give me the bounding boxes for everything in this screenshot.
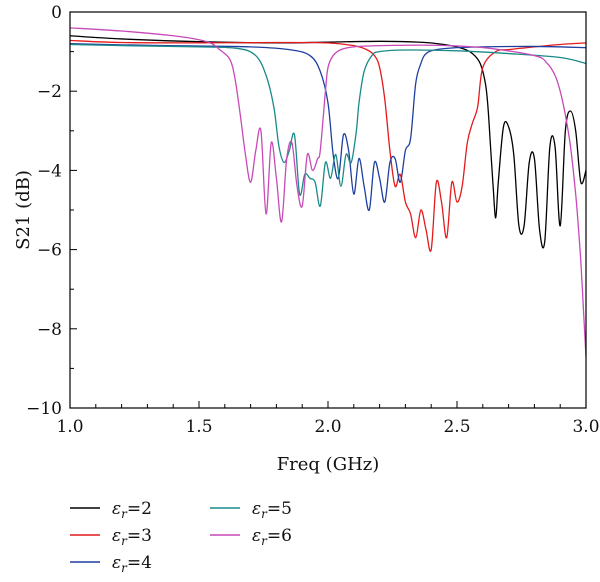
- y-tick-label: −6: [37, 241, 62, 261]
- axis-ticks: 1.0 1.5 2.0 2.5 3.0 0 −2 −4 −6 −8 −10: [26, 3, 599, 437]
- x-tick-label: 3.0: [572, 417, 599, 437]
- series-line-4: [69, 43, 587, 207]
- legend: εr=2 εr=3 εr=4 εr=5 εr=6: [70, 499, 292, 575]
- y-tick-label: 0: [51, 3, 62, 23]
- y-tick-label: −10: [26, 399, 62, 419]
- legend-label: εr=3: [112, 526, 152, 548]
- legend-label: εr=5: [252, 499, 292, 521]
- y-tick-label: −2: [37, 82, 62, 102]
- x-axis-title: Freq (GHz): [277, 454, 380, 475]
- series-line-5: [69, 27, 587, 357]
- x-tick-label: 1.5: [185, 417, 212, 437]
- series-line-1: [69, 35, 587, 249]
- legend-label: εr=4: [112, 553, 152, 575]
- series-lines: [69, 27, 587, 357]
- legend-label: εr=2: [112, 499, 152, 521]
- legend-label: εr=6: [252, 526, 292, 548]
- y-tick-label: −4: [37, 161, 62, 181]
- series-line-2: [69, 39, 587, 252]
- y-axis-title: S21 (dB): [13, 170, 34, 250]
- x-tick-label: 2.0: [314, 417, 341, 437]
- plot-frame: [69, 11, 587, 409]
- x-tick-label: 1.0: [56, 417, 83, 437]
- y-tick-label: −8: [37, 320, 62, 340]
- series-line-3: [69, 43, 587, 212]
- x-tick-label: 2.5: [443, 417, 470, 437]
